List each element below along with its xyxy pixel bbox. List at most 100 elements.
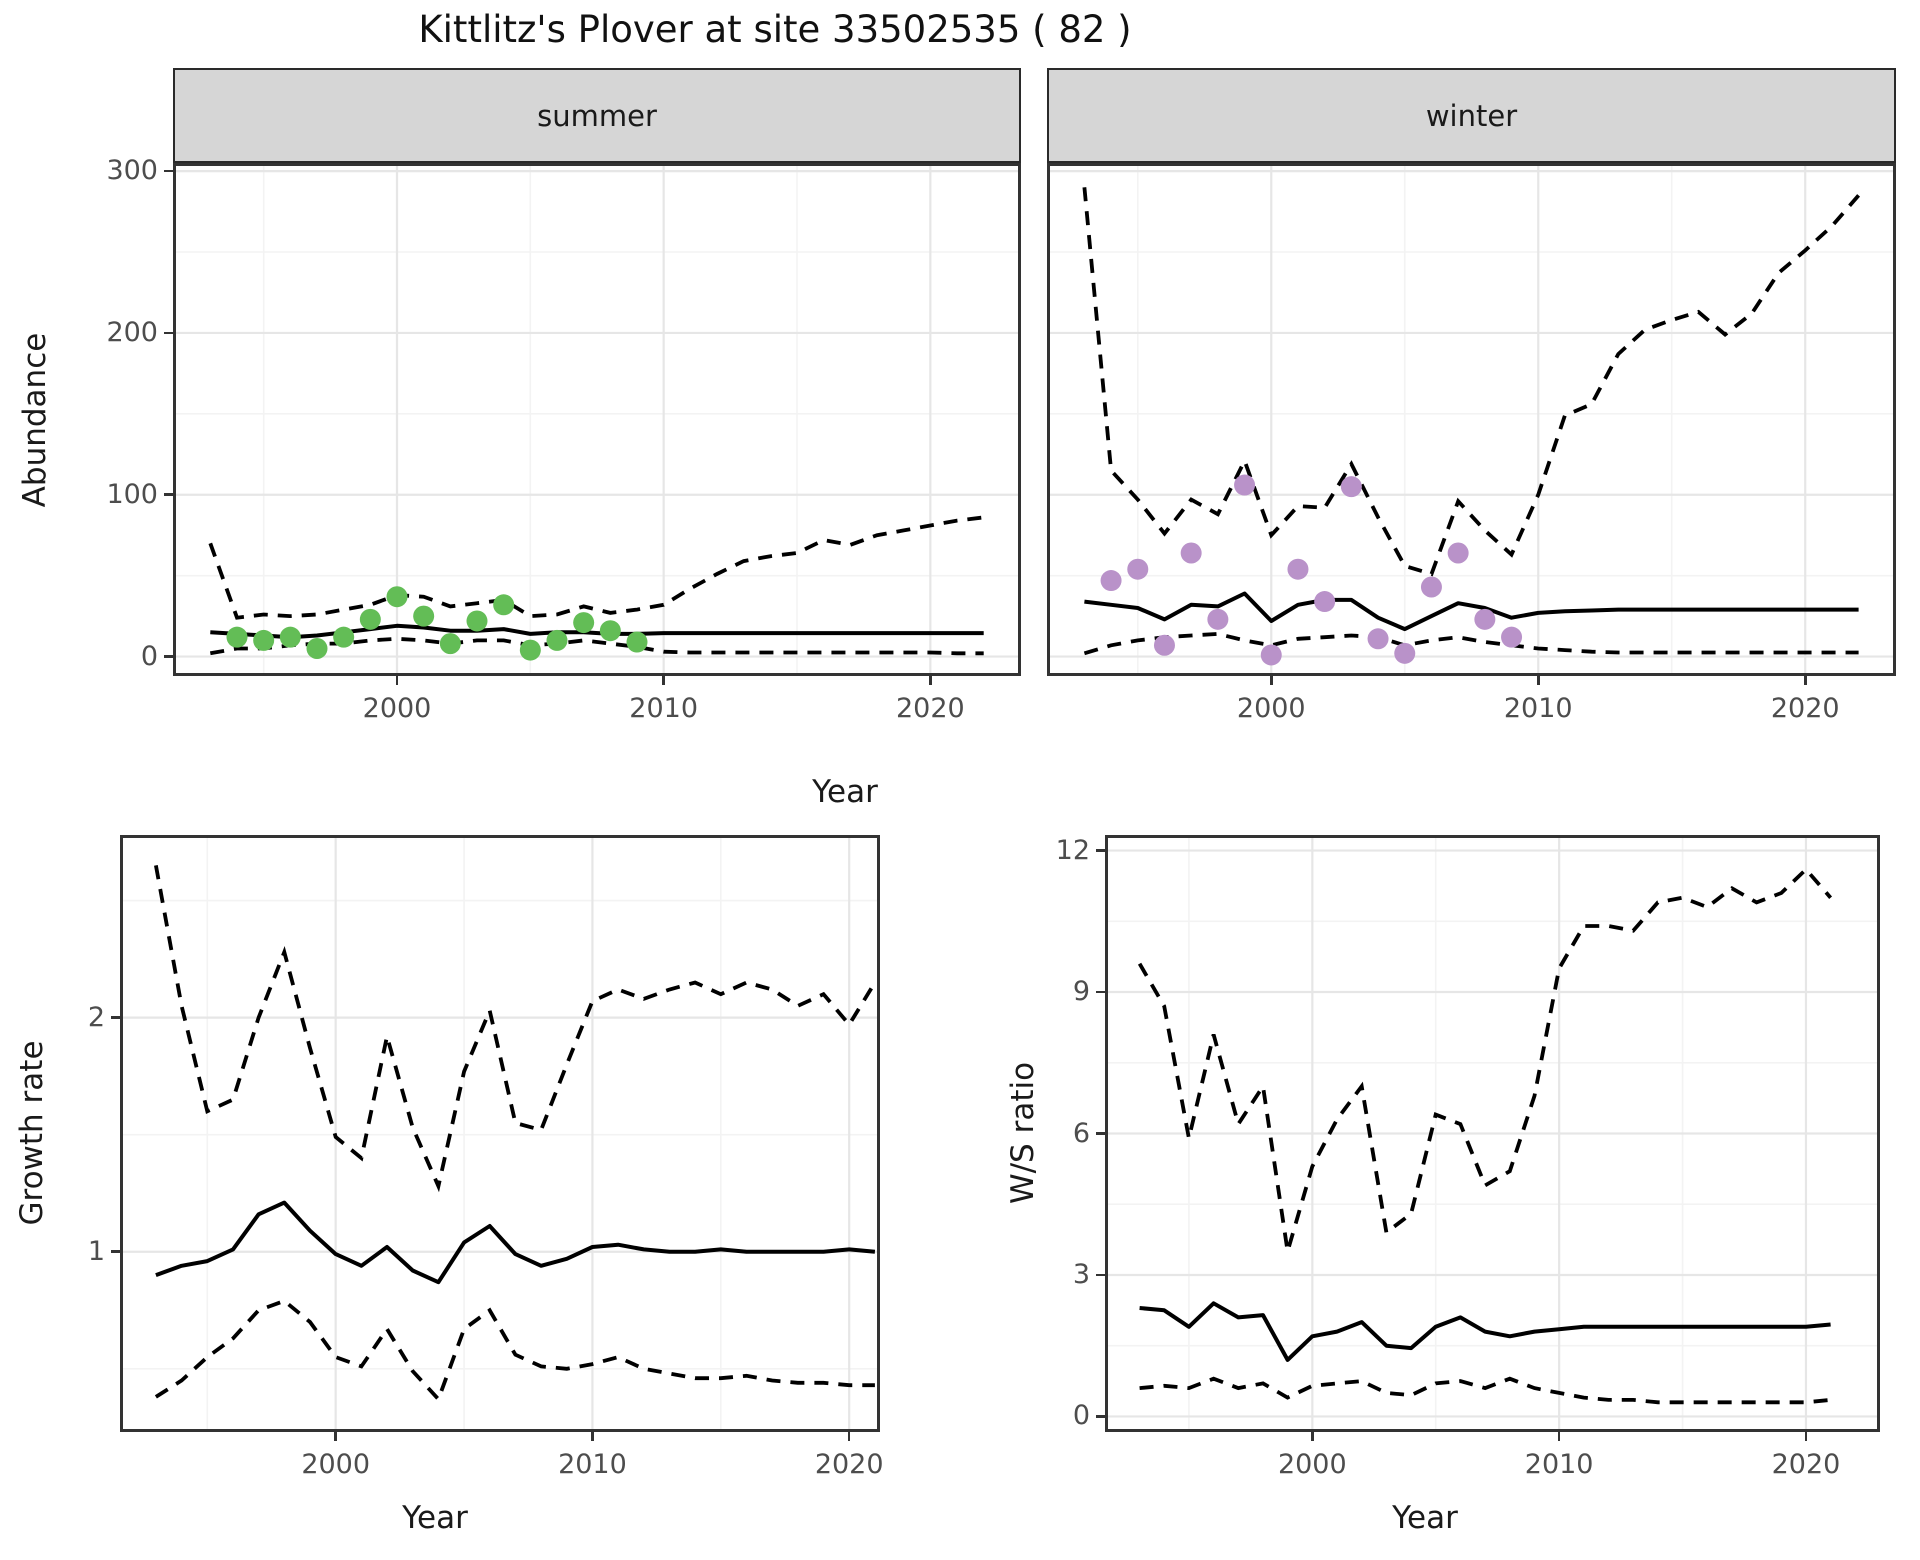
y-tick-label: 12: [1055, 834, 1090, 866]
y-tick-mark: [1096, 849, 1105, 852]
chart-title: Kittlitz's Plover at site 33502535 ( 82 …: [418, 8, 1132, 51]
data-point: [599, 620, 621, 642]
lower-ci-line: [154, 1298, 875, 1403]
y-tick-label: 0: [140, 640, 158, 672]
x-axis-title-year-growth: Year: [402, 1500, 468, 1536]
data-point: [1314, 591, 1336, 613]
panel-growth-rate: [120, 835, 880, 1432]
y-tick-label: 9: [1072, 976, 1090, 1008]
data-point: [226, 626, 248, 648]
x-tick-label: 2020: [895, 693, 965, 724]
x-tick-mark: [395, 676, 399, 685]
x-tick-label: 2020: [1771, 1449, 1841, 1480]
facet-strip-summer: summer: [173, 68, 1021, 163]
panel-border: [173, 163, 1021, 676]
data-point: [1367, 628, 1389, 650]
x-tick-mark: [929, 676, 932, 685]
observed-points: [1100, 474, 1523, 666]
y-tick-mark: [1096, 1415, 1105, 1418]
y-tick-mark: [111, 1250, 120, 1254]
panel-ws-ratio: [1105, 835, 1880, 1432]
data-point: [1180, 542, 1202, 564]
x-tick-mark: [1269, 676, 1273, 685]
x-tick-label: 2000: [1236, 693, 1306, 724]
y-tick-label: 6: [1072, 1117, 1090, 1149]
x-tick-label: 2010: [1524, 1449, 1594, 1480]
y-axis-title-abundance: Abundance: [17, 332, 53, 508]
panel-border: [1105, 835, 1880, 1432]
data-point: [359, 608, 381, 630]
facet-strip-summer-label: summer: [537, 98, 657, 133]
panel-abundance-summer: [173, 163, 1021, 676]
x-tick-label: 2010: [629, 693, 699, 724]
x-tick-label: 2000: [301, 1449, 371, 1480]
data-point: [386, 586, 408, 608]
upper-ci-line: [208, 515, 984, 620]
x-tick-label: 2020: [1770, 693, 1840, 724]
data-point: [1287, 558, 1309, 580]
y-tick-mark: [164, 169, 173, 173]
x-tick-label: 2000: [1277, 1449, 1347, 1480]
panel-background: [173, 163, 1021, 676]
panel-abundance-winter: [1047, 163, 1896, 676]
upper-ci-line: [154, 865, 877, 1193]
x-tick-mark: [334, 1432, 337, 1441]
x-tick-mark: [1557, 1432, 1561, 1441]
x-tick-mark: [1804, 1432, 1808, 1441]
data-point: [1394, 642, 1416, 664]
upper-ci-line: [1137, 866, 1833, 1252]
x-tick-mark: [1311, 1432, 1314, 1441]
data-point: [1474, 608, 1496, 630]
gridlines: [1105, 835, 1880, 1432]
x-tick-label: 2010: [558, 1449, 627, 1480]
data-point: [546, 629, 568, 651]
data-point: [1100, 570, 1122, 592]
y-tick-mark: [1096, 1132, 1105, 1135]
data-point: [1340, 476, 1362, 498]
facet-strip-winter-label: winter: [1425, 98, 1518, 133]
y-tick-label: 2: [87, 1001, 105, 1033]
data-point: [1207, 608, 1229, 630]
y-tick-mark: [164, 331, 173, 335]
lower-ci-line: [1083, 631, 1859, 656]
panel-border: [1047, 163, 1896, 676]
panel-background: [1047, 163, 1896, 676]
gridlines: [173, 163, 1021, 676]
x-axis-title-year-ws: Year: [1392, 1500, 1458, 1536]
panel-border: [120, 835, 880, 1432]
data-point: [1501, 626, 1523, 648]
y-tick-label: 200: [106, 316, 158, 348]
y-tick-label: 1: [87, 1235, 105, 1267]
observed-points: [226, 586, 648, 661]
facet-strip-winter: winter: [1047, 68, 1896, 163]
data-point: [519, 639, 541, 661]
data-point: [306, 637, 328, 659]
y-tick-label: 3: [1072, 1258, 1090, 1290]
y-axis-title-growth-rate: Growth rate: [14, 1040, 50, 1226]
data-point: [1420, 576, 1442, 598]
x-tick-label: 2010: [1503, 693, 1573, 724]
median-line: [1084, 591, 1859, 632]
x-tick-mark: [1803, 676, 1807, 685]
y-tick-label: 300: [106, 155, 158, 187]
panel-background: [120, 835, 880, 1432]
median-line: [155, 1200, 876, 1285]
data-point: [1447, 542, 1469, 564]
x-tick-label: 2000: [362, 693, 432, 724]
y-tick-mark: [1096, 1273, 1105, 1277]
x-tick-mark: [1536, 676, 1540, 685]
x-axis-title-year-top: Year: [812, 774, 878, 810]
y-tick-mark: [164, 655, 173, 658]
data-point: [626, 631, 648, 653]
y-tick-mark: [1096, 990, 1105, 994]
data-point: [1260, 644, 1282, 666]
data-point: [573, 612, 595, 634]
data-point: [1234, 474, 1256, 496]
data-point: [279, 626, 301, 648]
data-point: [413, 605, 435, 627]
x-tick-mark: [662, 676, 665, 685]
data-point: [253, 629, 275, 651]
y-tick-label: 100: [106, 478, 158, 510]
y-tick-mark: [164, 493, 173, 497]
